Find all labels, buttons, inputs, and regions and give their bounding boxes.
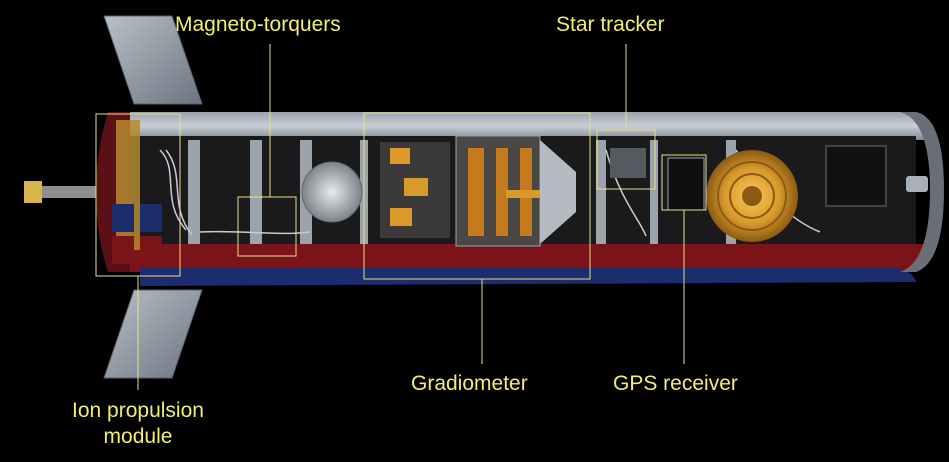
silver-disk <box>301 161 363 223</box>
ion-propulsion-label: Ion propulsion module <box>58 398 218 450</box>
lower-fin <box>103 289 203 379</box>
gps-receiver-label: GPS receiver <box>613 372 738 395</box>
star-tracker-label: Star tracker <box>556 13 665 36</box>
ion-propulsion-label-line2: module <box>103 425 173 448</box>
boom <box>30 186 110 198</box>
upper-fin <box>103 15 203 105</box>
ion-module-panels <box>112 204 162 264</box>
gradiometer-label: Gradiometer <box>411 372 528 395</box>
gradiometer-internals <box>380 135 576 247</box>
gradiometer-callout-box <box>363 112 591 280</box>
boom-tip <box>24 181 42 203</box>
electronics-box <box>825 145 887 207</box>
ion-propulsion-label-line1: Ion propulsion <box>72 399 204 422</box>
star-tracker-internals <box>610 148 705 211</box>
callouts <box>95 44 707 390</box>
magneto-torquers-label: Magneto-torquers <box>175 13 341 36</box>
magneto-torquer-callout-box <box>237 196 297 257</box>
